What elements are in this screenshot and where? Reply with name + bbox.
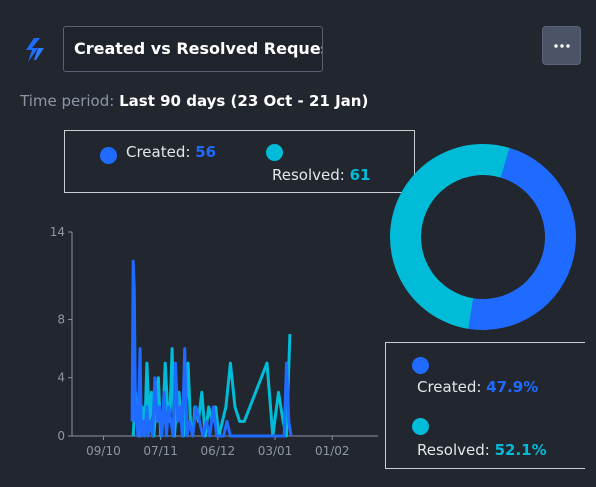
resolved-swatch-icon — [266, 144, 283, 161]
y-tick-label: 0 — [57, 429, 65, 443]
legend-resolved-percent: 52.1% — [494, 441, 547, 459]
legend-created-label: Created: — [126, 143, 191, 161]
legend-resolved-label: Resolved: — [417, 441, 490, 459]
x-tick-label: 07/11 — [143, 444, 178, 458]
y-tick-label: 8 — [57, 312, 65, 326]
legend-resolved-value: 61 — [349, 166, 371, 184]
time-period-value: Last 90 days (23 Oct - 21 Jan) — [119, 92, 369, 110]
line-chart: 0 4 8 14 09/10 07/11 06/12 03/01 01/02 — [50, 225, 378, 458]
resolved-swatch-icon — [412, 418, 429, 435]
legend-created: Created: 47.9% — [417, 378, 538, 396]
legend-counts: Created: 56 Resolved: 61 — [64, 130, 415, 193]
x-tick-label: 01/02 — [315, 444, 350, 458]
donut-chart — [389, 143, 576, 330]
legend-created-label: Created: — [417, 378, 482, 396]
legend-resolved-label: Resolved: — [272, 166, 345, 184]
time-period-label: Time period: — [20, 92, 115, 110]
x-tick-label: 03/01 — [258, 444, 293, 458]
legend-resolved: Resolved: 61 — [272, 166, 370, 184]
legend-created-value: 56 — [195, 143, 217, 161]
x-tick-label: 09/10 — [86, 444, 121, 458]
legend-resolved: Resolved: 52.1% — [417, 441, 547, 459]
legend-created-percent: 47.9% — [486, 378, 539, 396]
y-tick-label: 4 — [57, 371, 65, 385]
created-swatch-icon — [100, 147, 117, 164]
x-tick-label: 06/12 — [201, 444, 236, 458]
series-line-created — [130, 259, 293, 438]
legend-created: Created: 56 — [126, 143, 216, 161]
chart-title[interactable]: Created vs Resolved Requests — [63, 26, 323, 72]
y-tick-label: 14 — [50, 225, 65, 239]
more-options-button[interactable] — [542, 26, 581, 65]
donut-slice-created[interactable] — [468, 147, 576, 330]
more-horizontal-icon — [554, 44, 570, 48]
series-line-resolved — [131, 333, 292, 438]
created-swatch-icon — [412, 357, 429, 374]
lightning-bolt-icon — [24, 36, 48, 64]
time-period: Time period: Last 90 days (23 Oct - 21 J… — [20, 92, 368, 110]
legend-percentages: Created: 47.9% Resolved: 52.1% — [385, 342, 585, 469]
donut-slice-resolved[interactable] — [389, 143, 510, 329]
